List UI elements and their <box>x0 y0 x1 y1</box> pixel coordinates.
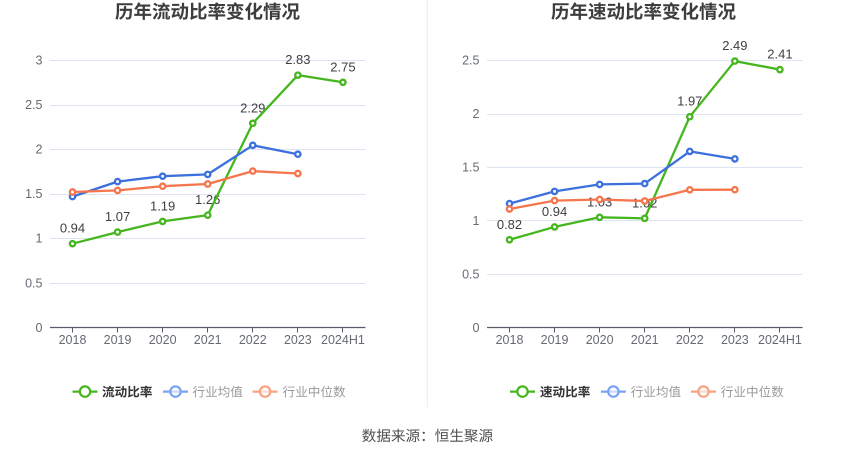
svg-text:2.29: 2.29 <box>240 100 265 115</box>
svg-text:0.94: 0.94 <box>542 204 567 219</box>
svg-text:1: 1 <box>36 232 43 246</box>
svg-text:0.5: 0.5 <box>462 267 479 281</box>
svg-text:0: 0 <box>473 321 480 335</box>
svg-text:2021: 2021 <box>194 333 222 347</box>
svg-text:2.83: 2.83 <box>285 52 310 67</box>
svg-text:2019: 2019 <box>104 333 132 347</box>
svg-text:0.82: 0.82 <box>497 217 522 232</box>
svg-text:2021: 2021 <box>631 333 659 347</box>
svg-text:2024H1: 2024H1 <box>758 333 802 347</box>
svg-text:2020: 2020 <box>149 333 177 347</box>
svg-text:2: 2 <box>36 143 43 157</box>
svg-text:1.5: 1.5 <box>462 160 479 174</box>
svg-text:0.94: 0.94 <box>60 221 85 236</box>
svg-text:2.49: 2.49 <box>722 38 747 53</box>
svg-text:1: 1 <box>473 214 480 228</box>
svg-text:2020: 2020 <box>586 333 614 347</box>
svg-text:2.75: 2.75 <box>330 59 355 74</box>
svg-text:2.5: 2.5 <box>462 53 479 67</box>
svg-text:2023: 2023 <box>284 333 312 347</box>
svg-text:2023: 2023 <box>721 333 749 347</box>
svg-text:2024H1: 2024H1 <box>321 333 365 347</box>
svg-text:2019: 2019 <box>541 333 569 347</box>
svg-text:3: 3 <box>36 53 43 67</box>
svg-text:0.5: 0.5 <box>25 276 42 290</box>
svg-text:2022: 2022 <box>239 333 267 347</box>
svg-text:2: 2 <box>473 107 480 121</box>
svg-text:2018: 2018 <box>496 333 524 347</box>
svg-text:2018: 2018 <box>59 333 87 347</box>
svg-text:1.5: 1.5 <box>25 187 42 201</box>
svg-text:2.5: 2.5 <box>25 98 42 112</box>
svg-text:1.19: 1.19 <box>150 198 175 213</box>
svg-text:2022: 2022 <box>676 333 704 347</box>
svg-text:2.41: 2.41 <box>767 47 792 62</box>
svg-text:1.07: 1.07 <box>105 209 130 224</box>
svg-text:0: 0 <box>36 321 43 335</box>
svg-text:1.97: 1.97 <box>677 94 702 109</box>
